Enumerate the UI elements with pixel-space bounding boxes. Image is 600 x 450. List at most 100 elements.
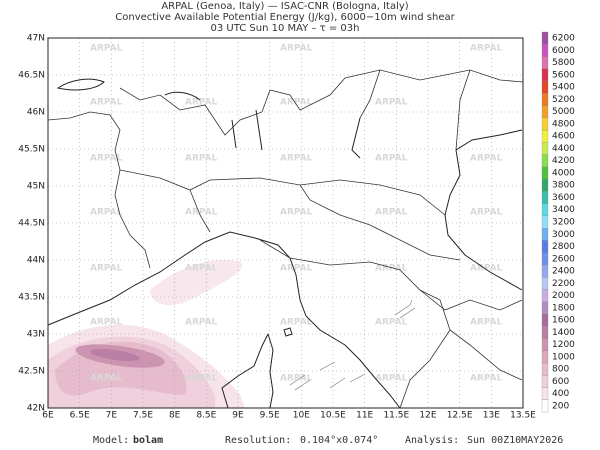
header-line: Convective Available Potential Energy (J…	[115, 12, 455, 23]
colorbar-swatch	[541, 105, 549, 118]
colorbar-label: 5400	[552, 83, 575, 93]
watermark: ARPAL	[470, 154, 503, 164]
lon-label: 13E	[483, 411, 500, 421]
watermark: ARPAL	[185, 318, 218, 328]
lon-label: 7E	[106, 411, 118, 421]
colorbar-swatch	[541, 178, 549, 192]
lat-label: 42N	[27, 404, 45, 414]
watermark: ARPAL	[185, 374, 218, 384]
watermark: ARPAL	[280, 208, 313, 218]
colorbar-swatch	[541, 80, 549, 94]
colorbar-label: 2200	[552, 279, 575, 289]
colorbar-swatch	[541, 215, 549, 229]
colorbar-label: 4400	[552, 144, 575, 154]
colorbar-swatch	[541, 191, 549, 204]
colorbar-label: 5800	[552, 58, 575, 68]
colorbar-label: 1400	[552, 328, 575, 338]
watermark: ARPAL	[90, 208, 123, 218]
cape-shading	[48, 259, 245, 408]
colorbar-swatch	[541, 350, 549, 364]
colorbar-swatch	[541, 142, 549, 155]
watermark: ARPAL	[90, 264, 123, 274]
colorbar-label: 2800	[552, 242, 575, 252]
colorbar-label: 2000	[552, 291, 575, 301]
watermark: ARPAL	[280, 264, 313, 274]
colorbar-label: 3600	[552, 193, 575, 203]
watermark: ARPAL	[90, 374, 123, 384]
watermark: ARPAL	[185, 264, 218, 274]
colorbar-label: 4600	[552, 132, 575, 142]
watermark: ARPAL	[280, 44, 313, 54]
header-line: ARPAL (Genoa, Italy) — ISAC-CNR (Bologna…	[161, 1, 408, 12]
footer-value: Sun 00Z10MAY2026	[467, 435, 563, 446]
colorbar-swatch	[541, 264, 549, 278]
colorbar-swatch	[541, 375, 549, 388]
map-frame	[47, 37, 524, 409]
colorbar-label: 3400	[552, 205, 575, 215]
lon-label: 10E	[293, 411, 310, 421]
lon-label: 12.5E	[447, 411, 473, 421]
watermark: ARPAL	[470, 374, 503, 384]
footer-label: Model:	[93, 435, 129, 446]
graticule	[48, 38, 523, 408]
watermark: ARPAL	[470, 208, 503, 218]
watermark: ARPAL	[375, 154, 408, 164]
watermark: ARPAL	[375, 318, 408, 328]
lat-label: 46N	[27, 108, 45, 118]
colorbar-swatch	[541, 154, 549, 167]
footer-label: Analysis:	[405, 435, 459, 446]
colorbar-label: 200	[552, 401, 569, 411]
colorbar-label: 800	[552, 365, 569, 375]
colorbar-swatch	[541, 399, 549, 413]
colorbar-label: 5200	[552, 95, 575, 105]
map: ARPAL ARPAL ARPAL ARPAL ARPAL ARPAL ARPAL ARPAL…	[47, 37, 524, 409]
colorbar-swatch	[541, 203, 549, 217]
watermark: ARPAL	[185, 98, 218, 108]
colorbar-label: 3200	[552, 218, 575, 228]
wind-barbs	[289, 299, 416, 391]
colorbar-swatch	[541, 68, 549, 82]
colorbar-label: 1800	[552, 303, 575, 313]
colorbar-label: 4800	[552, 119, 575, 129]
lon-label: 8E	[169, 411, 181, 421]
watermark: ARPAL	[470, 44, 503, 54]
colorbar-label: 2400	[552, 267, 575, 277]
colorbar-swatch	[541, 240, 549, 253]
watermark: ARPAL	[280, 154, 313, 164]
lat-label: 44.5N	[18, 219, 45, 229]
lat-label: 43.5N	[18, 293, 45, 303]
colorbar-label: 4000	[552, 168, 575, 178]
colorbar-label: 1600	[552, 316, 575, 326]
colorbar-label: 600	[552, 377, 569, 387]
colorbar-swatch	[541, 93, 549, 106]
lon-label: 11E	[356, 411, 373, 421]
colorbar-swatch	[541, 166, 549, 180]
colorbar-label: 3000	[552, 230, 575, 240]
lat-label: 44N	[27, 256, 45, 266]
watermark: ARPAL	[90, 318, 123, 328]
colorbar-swatch	[541, 56, 549, 69]
watermark: ARPAL	[280, 374, 313, 384]
lon-label: 13.5E	[510, 411, 536, 421]
lon-label: 6E	[42, 411, 54, 421]
footer-value: bolam	[133, 435, 163, 446]
lat-label: 46.5N	[18, 71, 45, 81]
lon-label: 12E	[419, 411, 436, 421]
colorbar-label: 6000	[552, 46, 575, 56]
watermark: ARPAL	[185, 154, 218, 164]
colorbar-label: 6200	[552, 34, 575, 44]
colorbar-swatch	[541, 289, 549, 302]
colorbar-swatch	[541, 387, 549, 400]
colorbar-label: 5000	[552, 107, 575, 117]
footer-label: Resolution:	[225, 435, 291, 446]
watermark: ARPAL	[470, 264, 503, 274]
colorbar-swatch	[541, 227, 549, 241]
watermark: ARPAL	[90, 154, 123, 164]
watermark: ARPAL	[185, 208, 218, 218]
colorbar-swatch	[541, 338, 549, 351]
watermark: ARPAL	[280, 98, 313, 108]
watermark: ARPAL	[90, 98, 123, 108]
colorbar-swatch	[541, 117, 549, 131]
lon-label: 10.5E	[320, 411, 346, 421]
colorbar-swatch	[541, 44, 549, 57]
